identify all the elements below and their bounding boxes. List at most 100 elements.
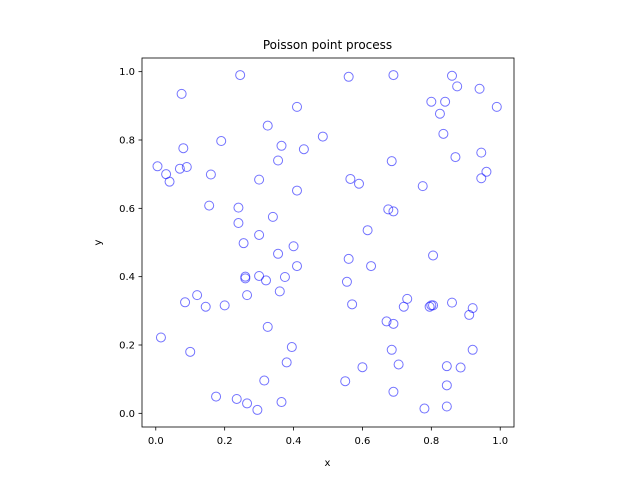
- data-point-33: [354, 178, 364, 189]
- data-point-79: [467, 344, 478, 355]
- data-point-20: [476, 147, 487, 158]
- data-point-7: [440, 96, 451, 107]
- data-point-73: [388, 318, 399, 329]
- x-tick-label-5: 1.0: [492, 436, 508, 447]
- data-point-47: [428, 250, 439, 261]
- data-point-41: [233, 218, 244, 229]
- x-tick-label-2: 0.4: [286, 436, 302, 447]
- x-tick-label-3: 0.6: [354, 436, 370, 447]
- data-point-35: [292, 185, 302, 196]
- data-point-23: [152, 161, 163, 172]
- data-point-14: [438, 128, 449, 139]
- data-point-27: [205, 169, 216, 180]
- data-point-57: [242, 290, 253, 301]
- data-point-38: [383, 204, 394, 215]
- data-point-61: [200, 301, 211, 312]
- y-axis-ticks: 0.0 0.2 0.4 0.6 0.8 1.0: [119, 67, 142, 420]
- data-point-80: [281, 357, 292, 368]
- data-point-87: [441, 380, 452, 391]
- data-point-29: [481, 166, 492, 177]
- data-point-49: [292, 261, 302, 272]
- data-point-86: [340, 376, 351, 387]
- data-point-55: [261, 275, 271, 286]
- data-point-84: [455, 362, 466, 373]
- data-point-46: [273, 248, 284, 259]
- data-point-21: [273, 155, 284, 166]
- y-tick-label-0: 0.0: [119, 409, 135, 420]
- data-point-93: [252, 404, 263, 415]
- data-point-11: [434, 108, 445, 119]
- y-tick-label-5: 1.0: [119, 67, 135, 78]
- data-point-76: [286, 342, 297, 353]
- data-point-78: [386, 344, 397, 355]
- data-point-65: [398, 301, 409, 312]
- data-point-94: [419, 403, 430, 414]
- data-points: [152, 70, 502, 415]
- data-point-56: [341, 276, 352, 287]
- data-point-4: [176, 88, 187, 99]
- data-point-90: [231, 393, 242, 404]
- data-point-69: [447, 297, 457, 308]
- data-point-83: [441, 361, 452, 372]
- data-point-77: [185, 346, 196, 357]
- y-axis-label: y: [93, 239, 104, 245]
- x-axis-label: x: [325, 458, 331, 469]
- data-point-92: [276, 397, 287, 408]
- x-tick-label-1: 0.2: [217, 436, 233, 447]
- y-tick-label-1: 0.2: [119, 341, 135, 352]
- data-point-48: [343, 253, 354, 264]
- data-point-70: [467, 303, 478, 314]
- data-point-52: [240, 273, 251, 284]
- chart-title: Poisson point process: [263, 38, 392, 52]
- data-point-63: [347, 299, 358, 310]
- data-point-85: [259, 375, 270, 386]
- data-point-50: [366, 261, 377, 272]
- data-point-5: [292, 101, 302, 112]
- data-point-3: [447, 70, 457, 81]
- data-point-36: [204, 200, 215, 211]
- y-tick-label-4: 0.8: [119, 136, 135, 147]
- data-point-42: [362, 225, 373, 236]
- data-point-2: [388, 70, 399, 81]
- data-point-1: [343, 71, 354, 82]
- data-point-89: [211, 391, 222, 402]
- y-tick-label-2: 0.4: [119, 272, 135, 283]
- data-point-19: [450, 152, 461, 163]
- data-point-62: [219, 300, 230, 311]
- data-point-43: [254, 229, 265, 240]
- data-point-54: [279, 272, 290, 283]
- data-point-10: [491, 101, 502, 112]
- data-point-39: [388, 206, 399, 217]
- data-point-71: [464, 309, 475, 320]
- x-tick-label-0: 0.0: [148, 436, 164, 447]
- data-point-40: [267, 211, 278, 222]
- data-point-82: [393, 359, 404, 370]
- data-point-81: [357, 362, 368, 373]
- data-point-45: [288, 241, 299, 252]
- data-point-95: [441, 401, 452, 412]
- data-point-44: [238, 238, 249, 249]
- data-point-28: [164, 176, 175, 187]
- y-tick-label-3: 0.6: [119, 204, 135, 215]
- data-point-60: [180, 297, 191, 308]
- data-point-75: [155, 332, 166, 343]
- data-point-68: [428, 300, 439, 311]
- data-point-59: [192, 290, 203, 301]
- data-point-9: [474, 83, 485, 94]
- plot-frame: [141, 57, 515, 428]
- data-point-16: [276, 140, 287, 151]
- data-point-32: [345, 173, 356, 184]
- data-point-17: [298, 144, 309, 155]
- data-point-58: [274, 286, 285, 297]
- data-point-74: [262, 321, 273, 332]
- x-axis-ticks: 0.0 0.2 0.4 0.6 0.8 1.0: [148, 427, 508, 447]
- data-point-88: [388, 386, 399, 397]
- data-point-34: [417, 181, 428, 192]
- data-point-37: [233, 202, 244, 213]
- data-point-12: [262, 120, 273, 131]
- data-point-18: [178, 143, 189, 154]
- data-point-30: [476, 173, 487, 184]
- data-point-53: [254, 270, 265, 281]
- data-point-31: [254, 174, 265, 185]
